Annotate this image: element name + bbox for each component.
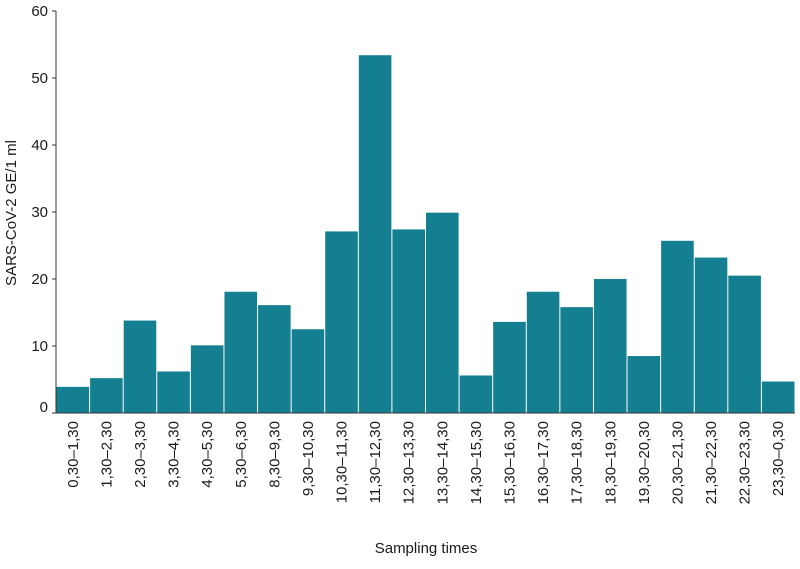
bar bbox=[258, 305, 291, 413]
bars bbox=[56, 55, 795, 413]
x-axis-title: Sampling times bbox=[375, 540, 478, 557]
bar bbox=[426, 212, 459, 413]
y-tick-label: 10 bbox=[31, 338, 48, 355]
bar bbox=[224, 291, 258, 413]
bar bbox=[157, 371, 190, 413]
y-tick-label: 40 bbox=[31, 137, 48, 154]
x-tick-label: 18,30–19,30 bbox=[602, 421, 619, 504]
bar bbox=[560, 307, 593, 413]
bar bbox=[661, 240, 694, 413]
x-tick-label: 13,30–14,30 bbox=[434, 421, 451, 504]
y-axis-ticks: 0 10 20 30 40 50 60 bbox=[31, 3, 56, 416]
bar bbox=[90, 378, 123, 413]
x-tick-label: 12,30–13,30 bbox=[401, 421, 418, 504]
x-tick-label: 8,30–9,30 bbox=[266, 421, 283, 488]
x-tick-label: 20,30–21,30 bbox=[669, 421, 686, 504]
bar bbox=[728, 275, 761, 413]
x-tick-label: 2,30–3,30 bbox=[132, 421, 149, 488]
y-tick-label: 30 bbox=[31, 204, 48, 221]
x-tick-label: 3,30–4,30 bbox=[166, 421, 183, 488]
y-tick-label: 0 bbox=[40, 399, 48, 416]
bar bbox=[291, 329, 325, 413]
x-tick-label: 21,30–22,30 bbox=[703, 421, 720, 504]
bar bbox=[493, 321, 526, 413]
x-tick-label: 15,30–16,30 bbox=[501, 421, 518, 504]
bar bbox=[123, 320, 157, 413]
bar bbox=[526, 291, 560, 413]
bar bbox=[593, 279, 627, 413]
x-tick-label: 10,30–11,30 bbox=[334, 421, 351, 503]
bar bbox=[392, 229, 425, 413]
x-tick-label: 17,30–18,30 bbox=[569, 421, 586, 504]
y-tick-label: 20 bbox=[31, 271, 48, 288]
y-tick-label: 50 bbox=[31, 70, 48, 87]
bar bbox=[56, 386, 90, 413]
bar bbox=[459, 375, 493, 413]
y-axis-title: SARS-CoV-2 GE/1 ml bbox=[3, 140, 20, 286]
x-tick-label: 1,30–2,30 bbox=[98, 421, 115, 488]
x-tick-label: 0,30–1,30 bbox=[65, 421, 82, 488]
x-tick-label: 22,30–23,30 bbox=[737, 421, 754, 504]
x-tick-label: 23,30–0,30 bbox=[770, 421, 787, 496]
bar bbox=[627, 356, 661, 413]
axes bbox=[55, 11, 795, 414]
x-tick-label: 16,30–17,30 bbox=[535, 421, 552, 504]
bar bbox=[761, 381, 795, 413]
bar bbox=[358, 55, 392, 413]
x-tick-label: 5,30–6,30 bbox=[233, 421, 250, 488]
x-tick-label: 11,30–12,30 bbox=[367, 421, 384, 503]
bar bbox=[190, 345, 224, 413]
x-tick-label: 9,30–10,30 bbox=[300, 421, 317, 496]
x-tick-label: 4,30–5,30 bbox=[199, 421, 216, 488]
x-axis-ticks: 0,30–1,30 1,30–2,30 2,30–3,30 3,30–4,30 4,30… bbox=[65, 421, 787, 504]
x-tick-label: 19,30–20,30 bbox=[636, 421, 653, 504]
bar bbox=[325, 231, 358, 413]
x-tick-label: 14,30–15,30 bbox=[468, 421, 485, 504]
bar bbox=[694, 257, 728, 413]
y-tick-label: 60 bbox=[31, 3, 48, 20]
